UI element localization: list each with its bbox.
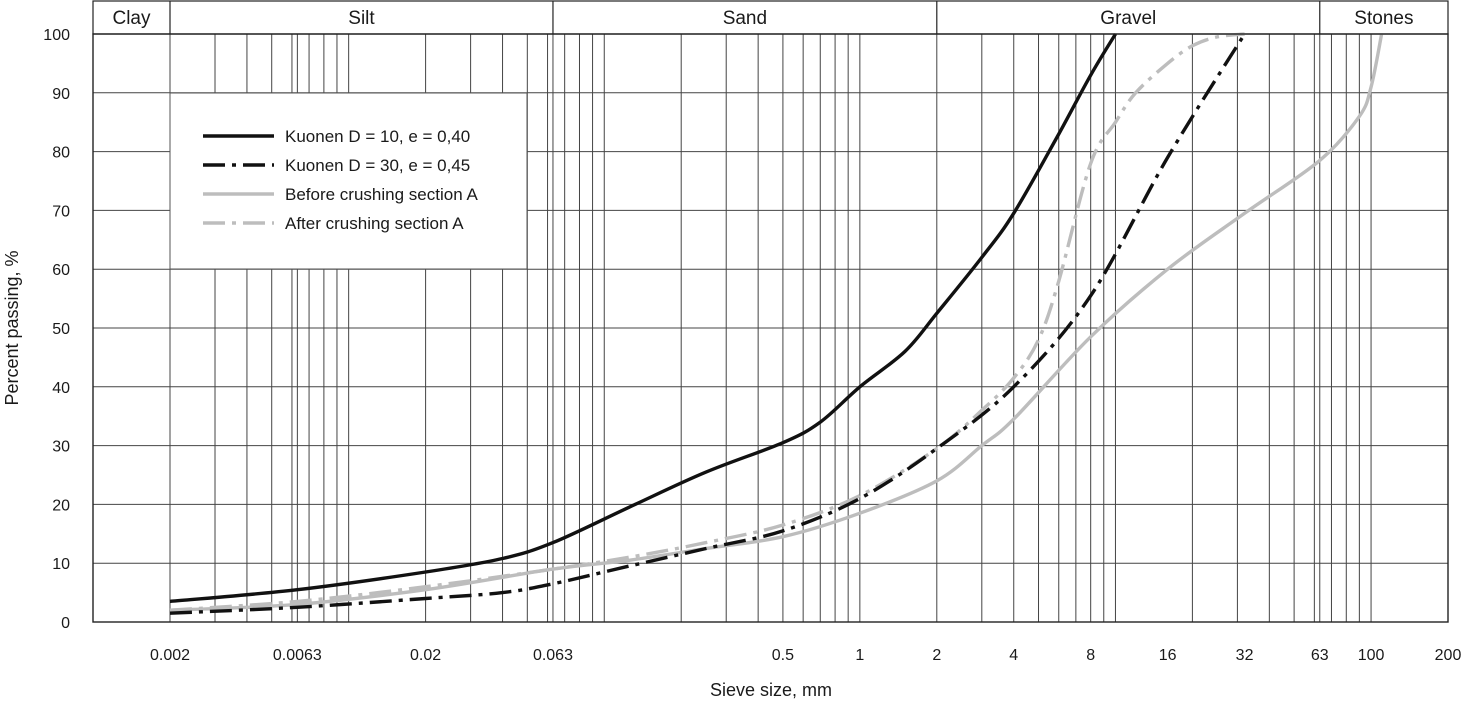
series-line xyxy=(169,33,1384,612)
legend-box xyxy=(169,92,528,270)
x-tick-label: 0.0063 xyxy=(273,647,322,664)
band-label: Clay xyxy=(112,8,151,29)
y-axis-label: Percent passing, % xyxy=(2,250,22,405)
y-tick-label: 100 xyxy=(43,27,70,44)
x-tick-label: 16 xyxy=(1159,647,1177,664)
y-tick-label: 20 xyxy=(52,497,70,514)
legend: Kuonen D = 10, e = 0,40 Kuonen D = 30, e … xyxy=(169,92,528,270)
band-label: Sand xyxy=(723,8,767,29)
plot-frame xyxy=(92,33,1449,623)
x-axis-label: Sieve size, mm xyxy=(710,680,832,700)
y-tick-label: 0 xyxy=(61,615,70,632)
y-tick-label: 60 xyxy=(52,262,70,279)
series-line xyxy=(169,32,1245,612)
x-tick-label: 32 xyxy=(1236,647,1254,664)
x-tick-label: 8 xyxy=(1086,647,1095,664)
series-line xyxy=(169,33,1117,604)
legend-label: Kuonen D = 30, e = 0,45 xyxy=(285,156,470,175)
band-header xyxy=(92,0,1449,35)
x-tick-label: 100 xyxy=(1358,647,1385,664)
legend-label: After crushing section A xyxy=(285,214,464,233)
x-tick-label: 0.5 xyxy=(772,647,794,664)
axes: 0 10 20 30 40 50 60 70 80 90 100 0.002 0.0063 0.02 0.0… xyxy=(43,27,1461,664)
x-tick-label: 0.02 xyxy=(410,647,441,664)
x-tick-label: 0.002 xyxy=(150,647,190,664)
y-tick-label: 30 xyxy=(52,439,70,456)
soil-class-bands: Clay Silt Sand Gravel Stones xyxy=(92,0,1449,35)
y-tick-label: 50 xyxy=(52,321,70,338)
y-tick-label: 80 xyxy=(52,145,70,162)
y-tick-label: 40 xyxy=(52,380,70,397)
x-tick-label: 63 xyxy=(1311,647,1329,664)
series-line xyxy=(169,33,1247,615)
x-tick-label: 0.063 xyxy=(533,647,573,664)
band-label: Gravel xyxy=(1100,8,1156,29)
x-tick-label: 4 xyxy=(1009,647,1018,664)
x-tick-label: 1 xyxy=(855,647,864,664)
y-tick-label: 10 xyxy=(52,556,70,573)
x-tick-label: 2 xyxy=(932,647,941,664)
x-tick-label: 200 xyxy=(1435,647,1462,664)
band-label: Stones xyxy=(1354,8,1413,29)
series-layer xyxy=(169,32,1384,615)
legend-label: Kuonen D = 10, e = 0,40 xyxy=(285,127,470,146)
legend-label: Before crushing section A xyxy=(285,185,478,204)
y-tick-label: 90 xyxy=(52,86,70,103)
band-label: Silt xyxy=(348,8,375,29)
y-tick-label: 70 xyxy=(52,203,70,220)
